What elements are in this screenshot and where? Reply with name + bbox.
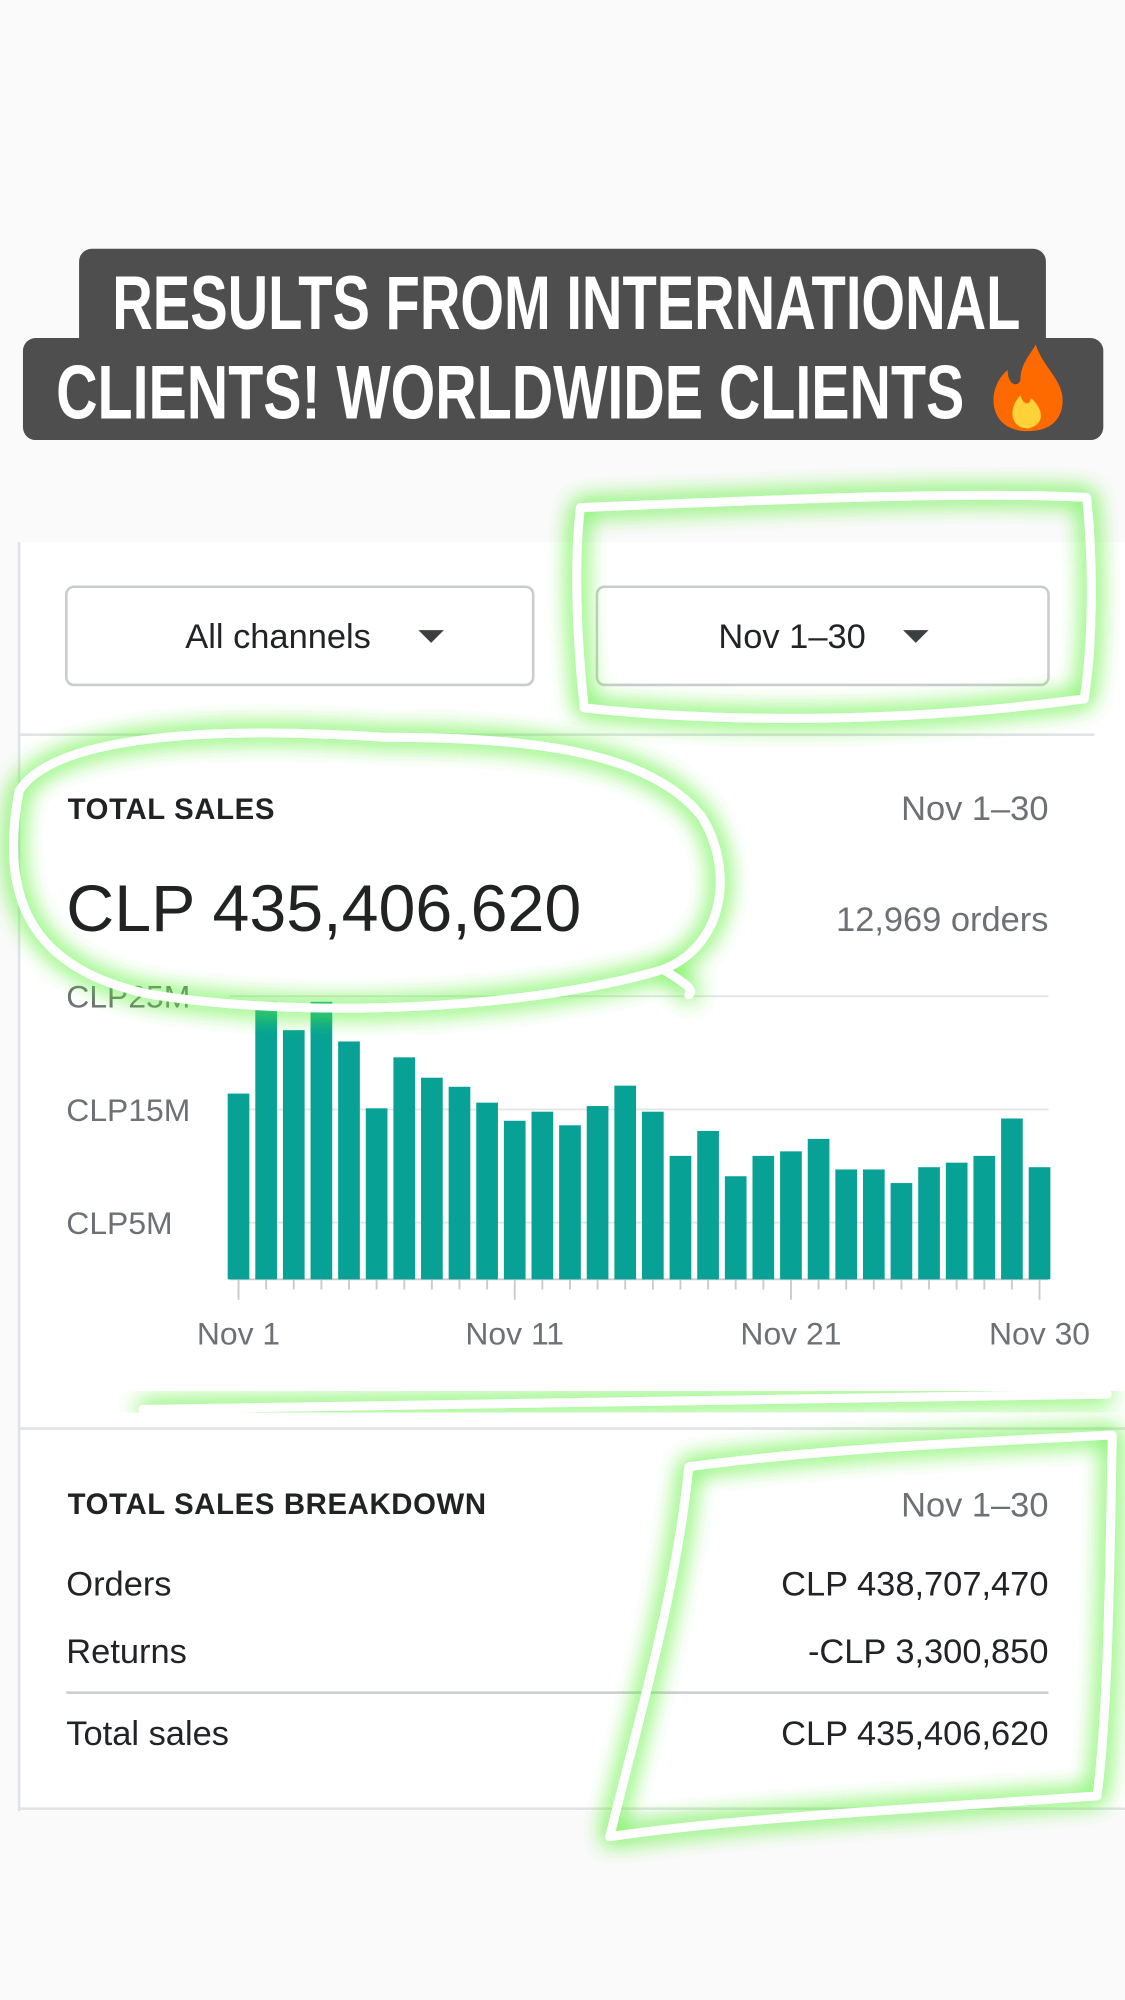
date-range: Nov 1–30 bbox=[901, 1487, 1048, 1525]
y-tick-label: CLP15M bbox=[66, 1092, 190, 1128]
bar bbox=[365, 1108, 388, 1280]
highlight-scribbles bbox=[9, 490, 1117, 1842]
caption-box bbox=[79, 248, 1046, 351]
bar bbox=[890, 1183, 913, 1280]
x-tick-label: Nov 11 bbox=[465, 1315, 564, 1351]
orders-count: 12,969 orders bbox=[836, 901, 1048, 939]
bar bbox=[255, 1001, 277, 1280]
bar bbox=[614, 1085, 637, 1280]
row-label: Returns bbox=[66, 1633, 187, 1671]
bar bbox=[503, 1120, 526, 1280]
bar bbox=[973, 1155, 996, 1280]
caption-line: RESULTS FROM INTERNATIONAL bbox=[112, 261, 1020, 346]
row-value: -CLP 3,300,850 bbox=[808, 1633, 1049, 1671]
caption-box bbox=[22, 338, 1104, 441]
bar bbox=[641, 1111, 664, 1280]
bar bbox=[476, 1102, 498, 1280]
bar bbox=[282, 1030, 305, 1280]
bar bbox=[559, 1125, 581, 1280]
bar bbox=[697, 1130, 719, 1280]
bar bbox=[945, 1162, 968, 1280]
row-value: CLP 435,406,620 bbox=[781, 1715, 1048, 1753]
section-title: TOTAL SALES BREAKDOWN bbox=[68, 1488, 487, 1521]
bar bbox=[421, 1077, 443, 1280]
bar bbox=[393, 1057, 416, 1280]
total-amount: CLP 435,406,620 bbox=[66, 872, 581, 946]
date-dropdown[interactable] bbox=[595, 585, 1050, 687]
bar bbox=[862, 1169, 885, 1280]
bar bbox=[227, 1093, 250, 1280]
dropdown-label: Nov 1–30 bbox=[718, 618, 865, 656]
bar bbox=[918, 1167, 940, 1280]
bar bbox=[669, 1155, 692, 1280]
row-label: Total sales bbox=[66, 1715, 229, 1753]
x-tick-label: Nov 30 bbox=[989, 1315, 1090, 1351]
date-range: Nov 1–30 bbox=[901, 790, 1048, 828]
dropdown-caret bbox=[903, 630, 929, 643]
bar bbox=[531, 1111, 554, 1280]
dropdown-caret bbox=[418, 630, 444, 643]
caption-line: CLIENTS! WORLDWIDE CLIENTS bbox=[56, 350, 964, 435]
bar bbox=[1028, 1167, 1051, 1280]
bar bbox=[752, 1155, 775, 1280]
channel-dropdown[interactable] bbox=[65, 585, 535, 687]
dropdown-label: All channels bbox=[185, 618, 371, 656]
bar bbox=[1001, 1118, 1023, 1280]
bar bbox=[310, 1001, 333, 1280]
bar bbox=[835, 1169, 858, 1280]
row-value: CLP 438,707,470 bbox=[781, 1566, 1048, 1604]
bar bbox=[724, 1176, 747, 1280]
bar bbox=[448, 1086, 471, 1280]
section-title: TOTAL SALES bbox=[68, 793, 275, 826]
x-tick-label: Nov 21 bbox=[740, 1315, 841, 1351]
x-tick-label: Nov 1 bbox=[197, 1315, 280, 1351]
bar bbox=[586, 1106, 609, 1280]
fire-icon bbox=[993, 344, 1063, 432]
bar bbox=[807, 1138, 830, 1280]
bar bbox=[338, 1041, 360, 1280]
y-tick-label: CLP5M bbox=[66, 1205, 172, 1241]
row-label: Orders bbox=[66, 1566, 171, 1604]
bar bbox=[780, 1151, 802, 1280]
